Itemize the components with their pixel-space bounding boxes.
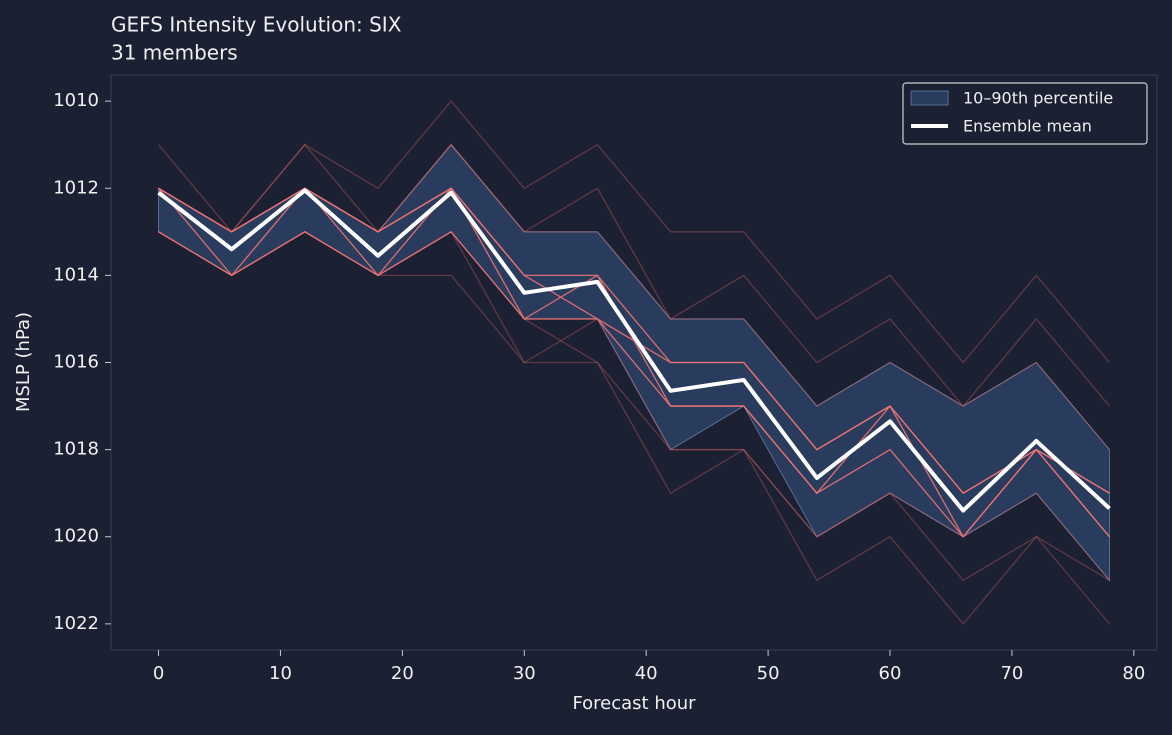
- x-tick-label: 50: [757, 663, 780, 684]
- y-tick-label: 1018: [53, 439, 99, 460]
- y-tick-label: 1010: [53, 90, 99, 111]
- legend-label: 10–90th percentile: [963, 89, 1113, 108]
- x-tick-label: 40: [635, 663, 658, 684]
- y-tick-label: 1022: [53, 613, 99, 634]
- y-axis-label: MSLP (hPa): [13, 312, 34, 412]
- legend-label: Ensemble mean: [963, 117, 1092, 136]
- x-tick-label: 60: [879, 663, 902, 684]
- x-tick-label: 10: [269, 663, 292, 684]
- x-tick-label: 20: [391, 663, 414, 684]
- x-tick-label: 30: [513, 663, 536, 684]
- legend-box: [902, 82, 1148, 145]
- chart-subtitle: 31 members: [111, 41, 238, 65]
- member-line: [158, 187, 1110, 538]
- y-tick-label: 1016: [53, 352, 99, 373]
- y-tick-label: 1014: [53, 264, 99, 285]
- y-tick-label: 1020: [53, 526, 99, 547]
- member-line: [158, 100, 1110, 364]
- chart-title: GEFS Intensity Evolution: SIX: [111, 13, 402, 37]
- y-tick-label: 1012: [53, 177, 99, 198]
- x-tick-label: 0: [153, 663, 164, 684]
- member-line: [158, 143, 1110, 408]
- mean-line: [157, 188, 1111, 513]
- x-tick-label: 80: [1122, 663, 1145, 684]
- legend-swatch: [910, 90, 949, 106]
- x-tick-label: 70: [1000, 663, 1023, 684]
- x-axis-label: Forecast hour: [572, 693, 696, 714]
